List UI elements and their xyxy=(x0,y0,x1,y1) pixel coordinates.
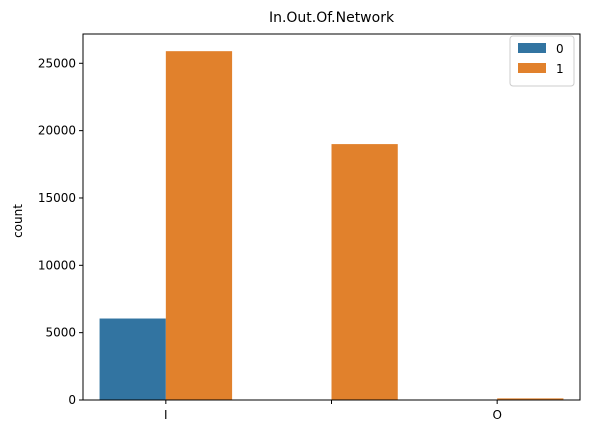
legend-swatch-1 xyxy=(518,63,546,73)
bars-group xyxy=(99,51,564,401)
legend-swatch-0 xyxy=(518,43,546,53)
bar-series-0-cat-0 xyxy=(99,318,166,400)
legend-label-1: 1 xyxy=(556,62,564,76)
bar-series-1-cat-2 xyxy=(497,398,564,400)
bar-series-1-cat-0 xyxy=(165,51,233,401)
y-tick-label: 15000 xyxy=(38,191,76,205)
y-axis: 0 5000 10000 15000 20000 25000 xyxy=(38,56,83,407)
y-tick-label: 10000 xyxy=(38,258,76,272)
y-tick-label: 5000 xyxy=(45,326,76,340)
y-tick-label: 20000 xyxy=(38,124,76,138)
legend-label-0: 0 xyxy=(556,42,564,56)
y-axis-label: count xyxy=(11,204,25,238)
bar-series-1-cat-1 xyxy=(331,144,398,400)
x-tick-label: I xyxy=(164,408,168,422)
x-tick-label: O xyxy=(492,408,501,422)
legend: 01 xyxy=(509,35,575,87)
chart-title: In.Out.Of.Network xyxy=(269,10,395,26)
y-tick-label: 0 xyxy=(68,393,76,407)
y-tick-label: 25000 xyxy=(38,56,76,70)
plot-frame xyxy=(82,33,581,401)
